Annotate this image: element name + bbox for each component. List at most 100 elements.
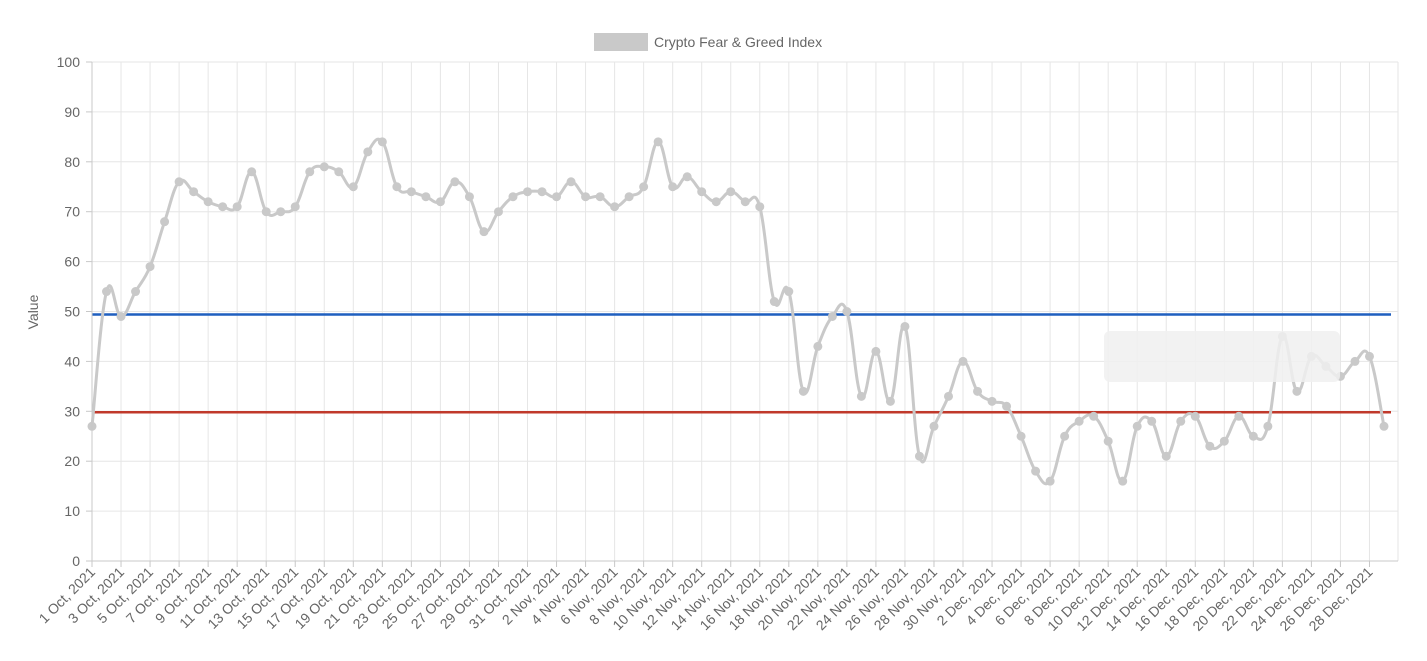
data-point[interactable] [305,167,315,177]
data-point[interactable] [377,137,387,147]
legend-swatch[interactable] [594,33,648,51]
data-point[interactable] [827,311,837,321]
data-point[interactable] [885,396,895,406]
data-point[interactable] [871,346,881,356]
data-point[interactable] [493,207,503,217]
data-point[interactable] [247,167,257,177]
data-point[interactable] [1089,411,1099,421]
legend-label[interactable]: Crypto Fear & Greed Index [654,34,822,50]
data-point[interactable] [1103,436,1113,446]
data-point[interactable] [435,197,445,207]
data-point[interactable] [145,262,155,272]
y-tick-label: 100 [57,54,81,70]
y-tick-label: 30 [64,403,80,419]
data-point[interactable] [116,311,126,321]
data-point[interactable] [769,297,779,307]
data-point[interactable] [406,187,416,197]
data-point[interactable] [261,207,271,217]
data-point[interactable] [1176,416,1186,426]
data-point[interactable] [1219,436,1229,446]
data-point[interactable] [174,177,184,187]
data-point[interactable] [1379,421,1389,431]
y-tick-label: 80 [64,154,80,170]
data-point[interactable] [523,187,533,197]
data-point[interactable] [508,192,518,202]
series-layer [87,137,1389,486]
legend[interactable]: Crypto Fear & Greed Index [594,33,822,51]
data-point[interactable] [1060,431,1070,441]
data-point[interactable] [1147,416,1157,426]
data-point[interactable] [1190,411,1200,421]
data-point[interactable] [1031,466,1041,476]
y-tick-label: 10 [64,503,80,519]
data-point[interactable] [784,287,794,297]
data-point[interactable] [102,287,112,297]
data-point[interactable] [610,202,620,212]
data-point[interactable] [537,187,547,197]
y-axis-title: Value [25,294,41,329]
data-point[interactable] [943,391,953,401]
data-point[interactable] [973,386,983,396]
data-point[interactable] [566,177,576,187]
data-point[interactable] [1016,431,1026,441]
data-point[interactable] [203,197,213,207]
data-point[interactable] [392,182,402,192]
data-point[interactable] [856,391,866,401]
data-point[interactable] [1074,416,1084,426]
data-point[interactable] [958,356,968,366]
data-point[interactable] [1118,476,1128,486]
data-point[interactable] [421,192,431,202]
data-point[interactable] [232,202,242,212]
data-point[interactable] [334,167,344,177]
data-point[interactable] [450,177,460,187]
data-point[interactable] [929,421,939,431]
data-point[interactable] [711,197,721,207]
data-point[interactable] [581,192,591,202]
data-point[interactable] [682,172,692,182]
data-point[interactable] [479,227,489,237]
data-point[interactable] [740,197,750,207]
data-point[interactable] [290,202,300,212]
data-point[interactable] [1045,476,1055,486]
data-point[interactable] [348,182,358,192]
data-point[interactable] [813,341,823,351]
data-point[interactable] [1350,356,1360,366]
data-point[interactable] [842,307,852,316]
data-point[interactable] [552,192,562,202]
data-point[interactable] [914,451,924,461]
data-point[interactable] [276,207,286,217]
data-point[interactable] [755,202,765,212]
data-point[interactable] [624,192,634,202]
data-point[interactable] [1364,351,1374,361]
data-point[interactable] [798,386,808,396]
data-point[interactable] [218,202,228,212]
data-point[interactable] [1234,411,1244,421]
data-point[interactable] [1132,421,1142,431]
y-tick-label: 50 [64,304,80,320]
tooltip-box [1104,331,1340,382]
data-point[interactable] [726,187,736,197]
data-point[interactable] [464,192,474,202]
data-point[interactable] [1263,421,1273,431]
data-point[interactable] [189,187,199,197]
data-point[interactable] [595,192,605,202]
y-tick-label: 70 [64,204,80,220]
data-point[interactable] [131,287,141,297]
data-point[interactable] [1292,386,1302,396]
data-point[interactable] [697,187,707,197]
data-point[interactable] [987,396,997,406]
data-point[interactable] [900,321,910,331]
data-point[interactable] [668,182,678,192]
data-point[interactable] [1205,441,1215,451]
data-point[interactable] [1248,431,1258,441]
data-point[interactable] [363,147,373,157]
data-point[interactable] [160,217,170,227]
data-point[interactable] [319,162,329,172]
data-point[interactable] [653,137,663,147]
data-point[interactable] [639,182,649,192]
data-point[interactable] [1161,451,1171,461]
data-point[interactable] [1002,401,1012,411]
y-tick-label: 20 [64,453,80,469]
